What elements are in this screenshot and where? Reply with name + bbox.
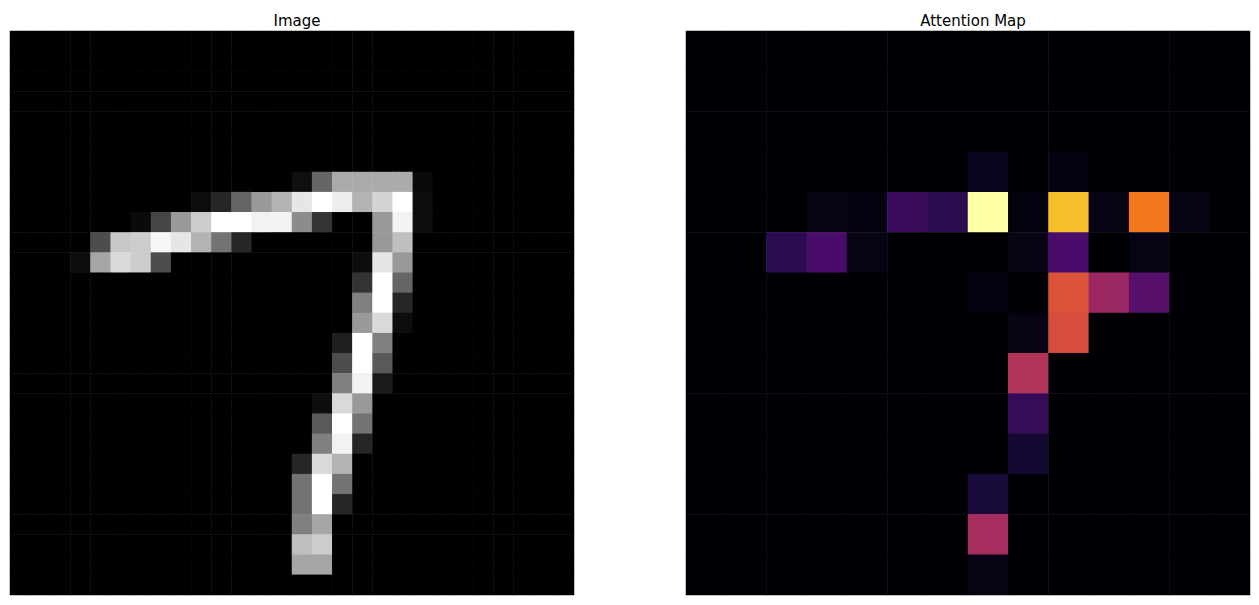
svg-text:Attention Map: Attention Map xyxy=(920,12,1026,30)
svg-text:Image: Image xyxy=(274,12,321,30)
